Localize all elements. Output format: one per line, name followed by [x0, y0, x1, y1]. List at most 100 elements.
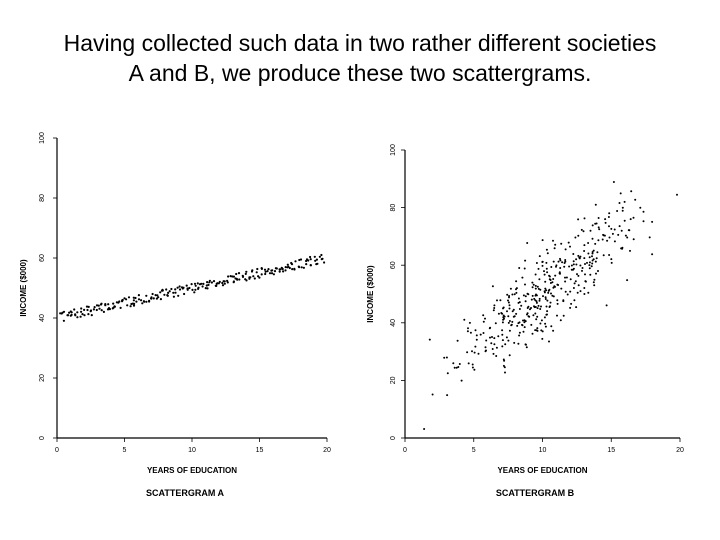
data-point	[286, 263, 289, 266]
data-point	[502, 318, 505, 321]
data-point	[152, 297, 155, 300]
data-point	[492, 352, 495, 355]
data-point	[589, 229, 592, 232]
data-point	[471, 366, 474, 369]
data-point	[80, 307, 83, 310]
data-point	[535, 262, 538, 264]
data-point	[530, 298, 533, 301]
data-point	[485, 339, 488, 342]
slide-title-line-1: Having collected such data in two rather…	[63, 30, 657, 56]
data-point	[185, 284, 188, 287]
data-point	[648, 236, 651, 239]
data-point	[159, 291, 162, 294]
data-point	[62, 319, 65, 322]
data-point	[574, 236, 577, 239]
data-point	[309, 258, 312, 261]
data-point	[112, 302, 115, 305]
data-point	[249, 276, 252, 279]
data-point	[85, 305, 89, 308]
data-point	[507, 339, 510, 342]
data-point	[518, 308, 521, 310]
data-point	[606, 239, 609, 242]
data-point	[502, 307, 504, 310]
data-point	[423, 428, 426, 430]
data-point	[159, 298, 162, 301]
data-point	[467, 327, 469, 330]
data-point	[455, 366, 458, 369]
data-point	[577, 284, 580, 287]
data-point	[132, 304, 136, 307]
data-point	[188, 286, 191, 290]
data-point	[68, 311, 71, 314]
data-point	[541, 264, 544, 267]
data-point	[241, 274, 244, 277]
x-tick-label: 0	[55, 447, 59, 454]
data-point	[559, 259, 562, 262]
data-point	[471, 350, 473, 353]
data-point	[583, 257, 586, 260]
data-point	[127, 296, 131, 299]
data-point	[141, 302, 144, 305]
data-point	[157, 296, 160, 299]
data-point	[452, 362, 455, 365]
data-point	[543, 273, 546, 276]
data-point	[272, 273, 275, 276]
data-point	[170, 287, 173, 291]
data-point	[544, 287, 547, 290]
data-point	[501, 333, 504, 336]
data-point	[569, 278, 572, 281]
data-point	[596, 251, 599, 254]
data-point	[621, 209, 624, 212]
data-point	[548, 275, 551, 278]
data-point	[256, 267, 259, 271]
data-point	[562, 300, 565, 303]
x-axis-label: YEARS OF EDUCATION	[497, 466, 587, 475]
data-point	[624, 234, 627, 237]
data-point	[590, 265, 593, 268]
data-point	[119, 306, 122, 309]
data-point	[536, 315, 539, 318]
data-point	[293, 267, 296, 270]
data-point	[90, 314, 93, 317]
data-point	[604, 218, 607, 221]
data-point	[573, 282, 576, 285]
data-point	[315, 258, 318, 261]
data-point	[598, 228, 601, 231]
y-tick-label: 0	[390, 436, 397, 440]
data-point	[501, 329, 504, 332]
data-point	[263, 268, 267, 271]
data-point	[541, 337, 544, 340]
data-point	[632, 238, 635, 241]
data-point	[517, 342, 520, 345]
data-point	[512, 308, 515, 311]
data-point	[591, 237, 594, 240]
data-point	[287, 265, 290, 268]
data-point	[62, 310, 66, 313]
data-point	[282, 270, 285, 273]
data-point	[145, 294, 148, 297]
data-point	[544, 325, 547, 328]
data-point	[145, 300, 148, 303]
data-point	[556, 299, 559, 302]
data-point	[206, 287, 209, 290]
data-point	[572, 287, 575, 289]
data-point	[278, 268, 281, 271]
data-point	[482, 314, 485, 317]
data-point	[445, 356, 448, 359]
data-point	[639, 206, 642, 209]
data-point	[572, 253, 575, 255]
data-point	[651, 253, 654, 256]
x-tick-label: 5	[123, 447, 127, 454]
data-point	[607, 216, 610, 218]
data-point	[515, 280, 518, 283]
data-point	[517, 301, 520, 304]
data-point	[73, 308, 76, 311]
data-point	[129, 305, 132, 308]
data-point	[531, 294, 534, 297]
data-point	[485, 349, 487, 352]
data-point	[245, 270, 248, 273]
slide-title: Having collected such data in two rather…	[20, 28, 700, 88]
data-point	[264, 272, 267, 276]
data-point	[87, 313, 90, 316]
